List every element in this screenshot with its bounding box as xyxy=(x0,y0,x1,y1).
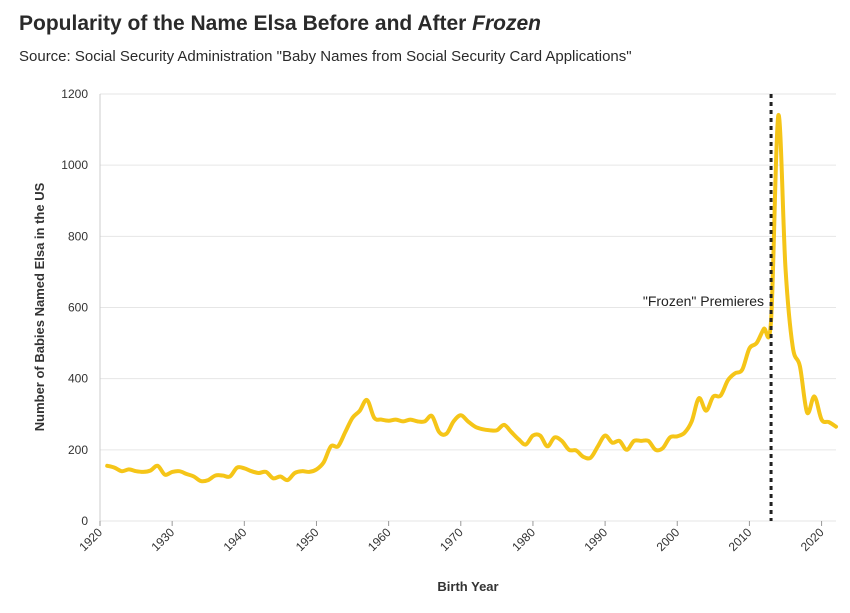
y-tick-label: 800 xyxy=(68,229,88,243)
x-tick-label: 1950 xyxy=(293,525,322,554)
x-axis-label: Birth Year xyxy=(437,579,498,594)
y-tick-label: 1200 xyxy=(61,87,88,101)
chart-title: Popularity of the Name Elsa Before and A… xyxy=(19,12,541,35)
x-tick-label: 1930 xyxy=(148,525,177,554)
x-tick-label: 1960 xyxy=(365,525,394,554)
annotation-layer: "Frozen" Premieres xyxy=(643,94,773,521)
y-tick-label: 200 xyxy=(68,443,88,457)
y-tick-label: 600 xyxy=(68,301,88,315)
x-tick-label: 2020 xyxy=(798,525,827,554)
x-tick-label: 1980 xyxy=(509,525,538,554)
x-tick-label: 2010 xyxy=(726,525,755,554)
y-axis-ticks: 0 200 400 600 800 1000 1200 xyxy=(61,87,88,528)
y-axis-label: Number of Babies Named Elsa in the US xyxy=(32,182,47,431)
x-tick-label: 1970 xyxy=(437,525,466,554)
y-tick-label: 1000 xyxy=(61,158,88,172)
chart-subtitle: Source: Social Security Administration "… xyxy=(19,48,632,65)
x-tick-label: 1940 xyxy=(221,525,250,554)
x-tick-label: 1920 xyxy=(76,525,105,554)
x-axis-ticks: 1920 1930 1940 1950 1960 1970 1980 1990 2000 2010… xyxy=(76,521,827,554)
series-line xyxy=(105,113,838,484)
y-tick-label: 400 xyxy=(68,372,88,386)
x-tick-label: 2000 xyxy=(654,525,683,554)
grid-lines xyxy=(99,93,836,522)
annotation-label: "Frozen" Premieres xyxy=(643,293,764,309)
series-layer xyxy=(105,113,838,484)
y-tick-label: 0 xyxy=(81,514,88,528)
x-tick-label: 1990 xyxy=(581,525,610,554)
chart-title-emphasis: Frozen xyxy=(472,12,541,35)
